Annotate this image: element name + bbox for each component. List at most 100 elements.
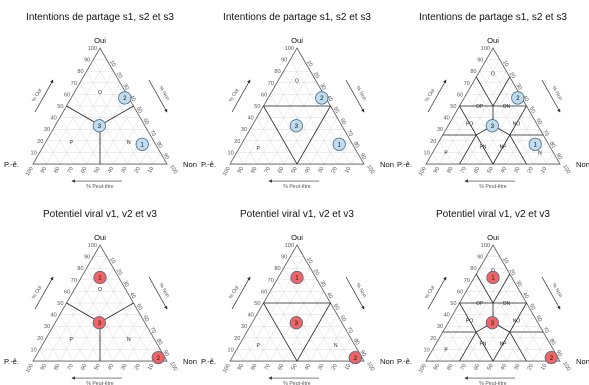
gridline: [153, 152, 161, 165]
data-point: [485, 119, 499, 133]
tick-label-non: 90: [359, 152, 367, 160]
gridline: [236, 349, 244, 362]
data-point: [289, 316, 303, 330]
gridline: [439, 59, 500, 165]
arrow-oui: [34, 276, 54, 310]
vertex-label-oui: Oui: [94, 36, 106, 45]
tick-label-peut-etre: 60: [473, 363, 481, 371]
gridline: [113, 314, 141, 362]
zone-label: O: [491, 72, 495, 78]
tick-label-oui: 80: [470, 69, 476, 75]
tick-label-peut-etre: 10: [540, 166, 548, 174]
tick-label-non: 30: [514, 83, 522, 91]
vertex-label-peut-etre: P.-ê.: [397, 160, 412, 169]
data-point: [485, 316, 499, 330]
data-point-label: 1: [491, 275, 495, 282]
partition-line: [459, 331, 477, 362]
data-point-label: 2: [157, 355, 161, 362]
tick-label-peut-etre: 10: [344, 166, 352, 174]
gridline: [52, 326, 74, 362]
tick-label-peut-etre: 90: [40, 166, 48, 174]
gridline: [452, 117, 480, 165]
tick-label-non: 20: [312, 71, 320, 79]
tick-label-peut-etre: 20: [134, 166, 142, 174]
tick-label-oui: 50: [450, 104, 456, 110]
chart-title: Potentiel viral v1, v2 et v3: [240, 209, 354, 220]
tick-label-oui: 40: [248, 116, 254, 122]
gridline: [256, 117, 284, 165]
tick-label-peut-etre: 40: [304, 166, 312, 174]
tick-label-non: 70: [148, 129, 156, 137]
tick-label-non: 10: [305, 257, 313, 265]
tick-label-peut-etre: 80: [446, 166, 454, 174]
zone-label: N: [127, 337, 131, 343]
tick-label-peut-etre: 30: [120, 363, 128, 371]
zone-label: PO: [466, 121, 473, 127]
vertex-label-non: Non: [576, 357, 589, 366]
tick-label-peut-etre: 60: [80, 166, 88, 174]
zone-label: NP: [500, 145, 508, 151]
tick-label-non: 70: [345, 129, 353, 137]
zone-label: P: [70, 140, 74, 146]
gridline: [139, 337, 154, 362]
axis-label-peut-etre: % Peut-être: [283, 184, 311, 190]
axis-label-non: % Non: [157, 282, 170, 299]
data-point: [511, 91, 525, 105]
tick-label-peut-etre: 100: [418, 166, 428, 177]
tick-label-peut-etre: 70: [460, 363, 468, 371]
tick-label-peut-etre: 30: [120, 166, 128, 174]
data-point-label: 1: [295, 275, 299, 282]
tick-label-non: 100: [365, 164, 375, 175]
tick-label-non: 90: [162, 152, 170, 160]
data-point-label: 3: [295, 320, 299, 327]
tick-label-peut-etre: 80: [250, 166, 258, 174]
data-point-label: 1: [533, 142, 537, 149]
tick-label-peut-etre: 70: [264, 166, 272, 174]
tick-label-non: 20: [312, 268, 320, 276]
data-point-label: 3: [491, 320, 495, 327]
zone-label: ON: [503, 301, 511, 307]
tick-label-non: 40: [128, 291, 136, 299]
vertex-label-non: Non: [380, 160, 394, 169]
tick-label-non: 80: [352, 338, 360, 346]
tick-label-peut-etre: 90: [237, 166, 245, 174]
tick-label-peut-etre: 80: [53, 166, 61, 174]
tick-label-oui: 60: [64, 92, 70, 98]
tick-label-oui: 60: [457, 289, 463, 295]
gridline: [256, 314, 284, 362]
tick-label-oui: 70: [464, 278, 470, 284]
axis-label-peut-etre: % Peut-être: [86, 184, 114, 190]
tick-label-oui: 30: [437, 324, 443, 330]
tick-label-non: 90: [162, 349, 170, 357]
tick-label-non: 80: [155, 338, 163, 346]
gridline: [350, 152, 358, 165]
data-point: [290, 270, 304, 285]
tick-label-oui: 60: [64, 289, 70, 295]
tick-label-oui: 100: [285, 243, 294, 249]
tick-label-non: 30: [318, 83, 326, 91]
zone-label: PO: [466, 318, 473, 324]
tick-label-peut-etre: 50: [486, 363, 494, 371]
tick-label-peut-etre: 40: [500, 166, 508, 174]
gridline: [506, 314, 534, 362]
vertex-label-non: Non: [183, 160, 197, 169]
data-point: [151, 350, 165, 365]
arrow-oui: [427, 276, 447, 310]
gridline: [445, 326, 467, 362]
zone-label: P: [70, 337, 74, 343]
tick-label-oui: 100: [88, 46, 97, 52]
ternary-panel-3: Intentions de partage s1, s2 et s3 O OP ON P…: [397, 12, 589, 190]
tick-label-non: 90: [555, 152, 563, 160]
tick-label-oui: 40: [444, 313, 450, 319]
partition: [263, 105, 331, 165]
tick-label-oui: 40: [51, 116, 57, 122]
tick-label-non: 70: [345, 326, 353, 334]
zone-label: P: [444, 347, 448, 353]
data-point-label: 2: [550, 355, 554, 362]
gridline: [452, 314, 480, 362]
tick-label-non: 100: [168, 164, 178, 175]
tick-label-oui: 10: [30, 347, 36, 353]
data-point-label: 1: [98, 275, 102, 282]
gridline: [59, 314, 87, 362]
